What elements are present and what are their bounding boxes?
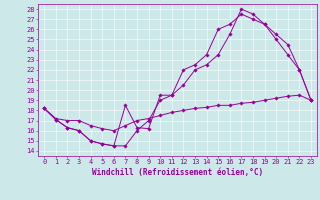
X-axis label: Windchill (Refroidissement éolien,°C): Windchill (Refroidissement éolien,°C): [92, 168, 263, 177]
